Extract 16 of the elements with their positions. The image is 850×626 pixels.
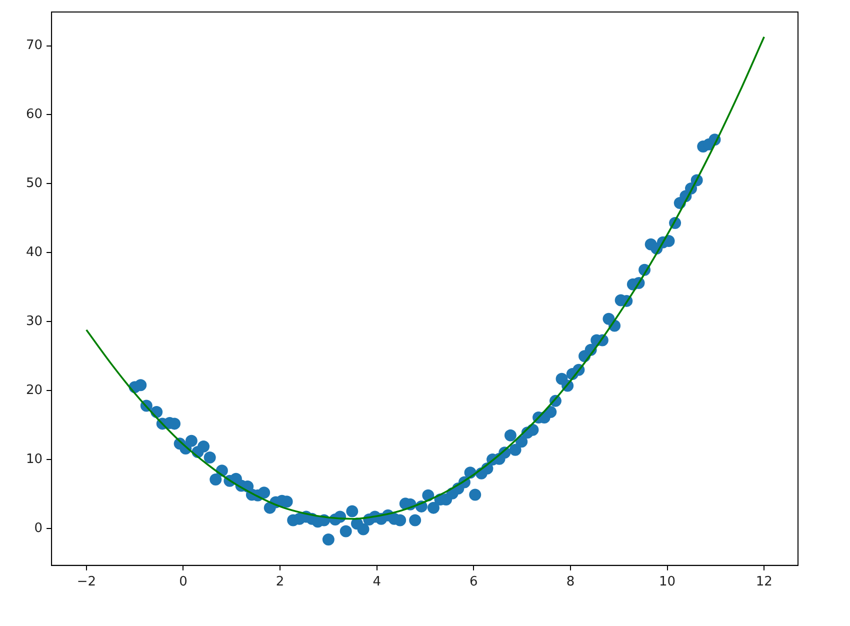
x-tick-label: −2	[76, 574, 96, 590]
x-tick-label: 0	[179, 574, 188, 590]
y-tick-label: 50	[26, 176, 43, 192]
y-tick-label: 20	[26, 382, 43, 398]
x-tick-label: 10	[659, 574, 676, 590]
x-tick-label: 12	[756, 574, 772, 590]
y-tick-label: 60	[26, 107, 43, 122]
y-tick-label: 10	[26, 452, 43, 467]
x-tick-label: 2	[276, 574, 284, 590]
y-tick-label: 70	[26, 38, 43, 54]
x-tick-label: 6	[470, 574, 478, 590]
y-tick-label: 30	[26, 314, 43, 330]
x-tick-label: 4	[372, 574, 381, 590]
y-tick-label: 0	[34, 520, 43, 536]
y-tick-label: 40	[26, 245, 43, 260]
x-tick-label: 8	[566, 574, 575, 590]
